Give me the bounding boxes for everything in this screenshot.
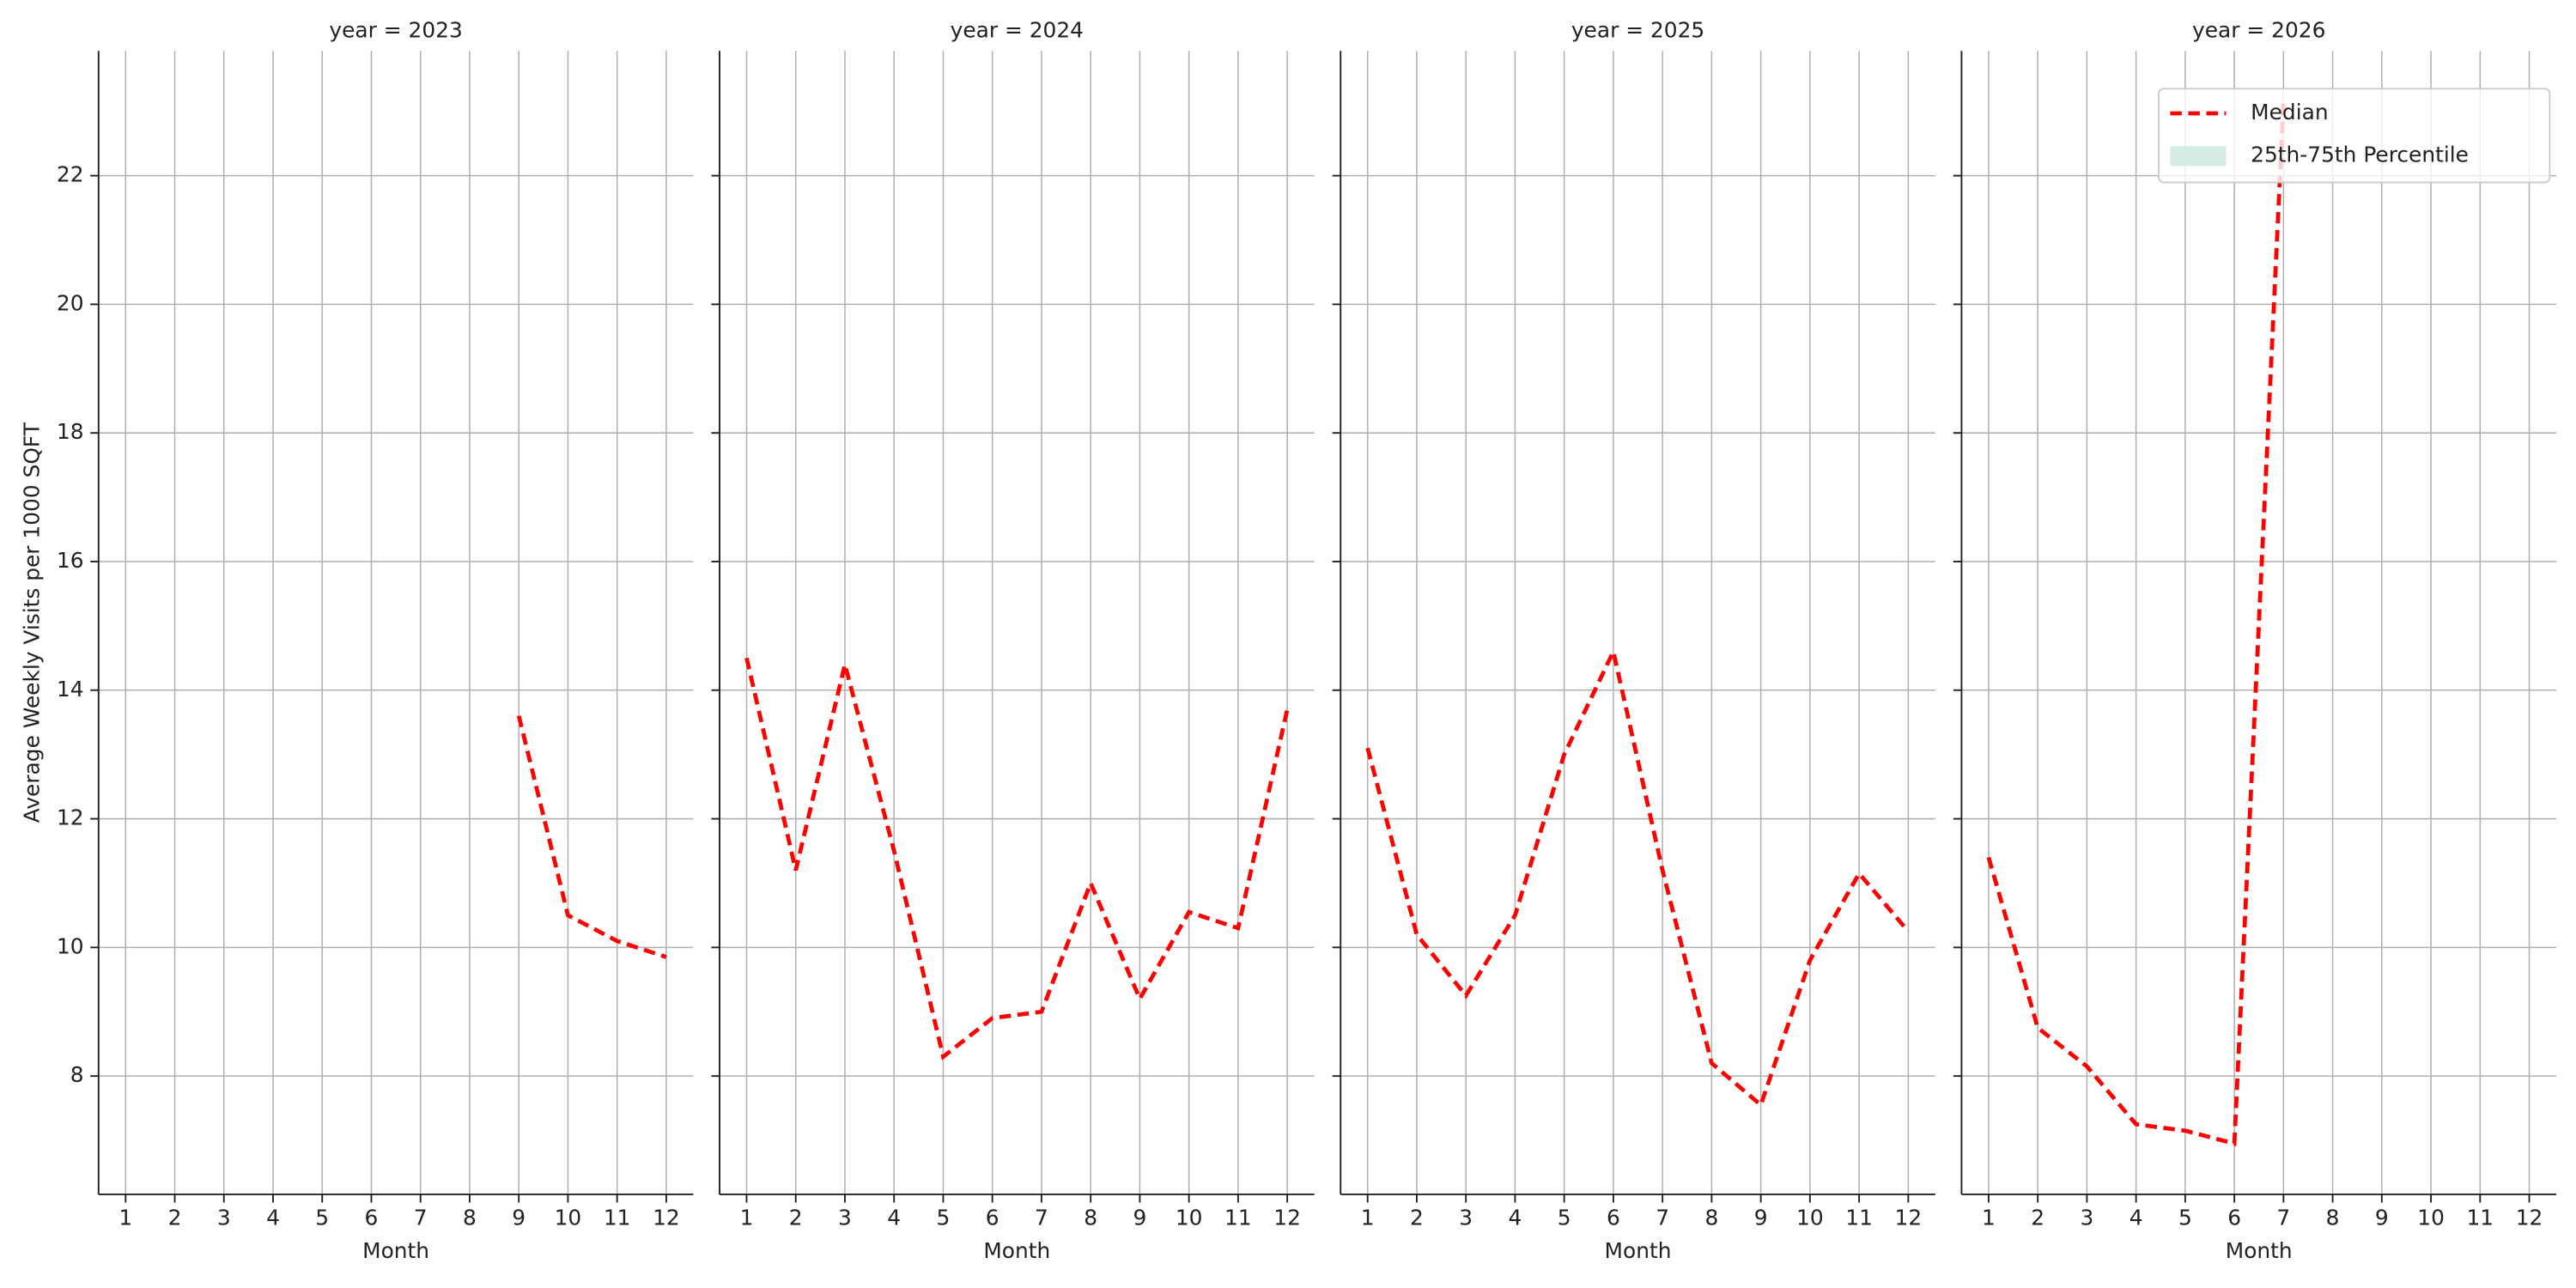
y-axis-label: Average Weekly Visits per 1000 SQFT	[19, 422, 44, 823]
legend: Median 25th-75th Percentile	[2158, 88, 2551, 184]
x-tick-label: 11	[604, 1206, 631, 1230]
x-tick-label: 2	[1410, 1206, 1424, 1230]
x-tick-label: 8	[1704, 1206, 1718, 1230]
x-tick-label: 11	[2466, 1206, 2494, 1230]
x-tick-label: 10	[2417, 1206, 2445, 1230]
x-axis-label: Month	[2226, 1238, 2293, 1263]
legend-swatch	[2170, 146, 2227, 167]
y-tick-label: 20	[57, 290, 84, 315]
x-tick-label: 3	[2080, 1206, 2093, 1230]
x-tick-label: 9	[2375, 1206, 2389, 1230]
x-axis-label: Month	[362, 1238, 429, 1263]
x-tick-label: 9	[1133, 1206, 1146, 1230]
x-tick-label: 7	[1656, 1206, 1669, 1230]
x-axis-label: Month	[983, 1238, 1050, 1263]
legend-label: 25th-75th Percentile	[2251, 143, 2469, 167]
x-tick-label: 8	[463, 1206, 477, 1230]
median-line	[1986, 101, 2286, 1146]
x-tick-label: 12	[1895, 1206, 1923, 1230]
x-tick-label: 12	[2516, 1206, 2543, 1230]
x-tick-label: 6	[2227, 1206, 2241, 1230]
legend-label: Median	[2251, 100, 2328, 125]
x-tick-label: 2	[2031, 1206, 2044, 1230]
x-axis-label: Month	[1605, 1238, 1672, 1263]
x-tick-label: 3	[838, 1206, 852, 1230]
x-tick-label: 5	[1558, 1206, 1571, 1230]
x-tick-label: 2	[168, 1206, 182, 1230]
x-tick-label: 10	[555, 1206, 582, 1230]
x-tick-label: 12	[653, 1206, 680, 1230]
x-tick-label: 6	[365, 1206, 379, 1230]
x-tick-label: 11	[1845, 1206, 1873, 1230]
x-tick-label: 1	[1361, 1206, 1375, 1230]
x-tick-label: 3	[217, 1206, 231, 1230]
y-tick-label: 10	[57, 933, 84, 958]
y-tick-label: 12	[57, 805, 84, 830]
y-tick-label: 16	[57, 548, 84, 573]
x-tick-label: 3	[1459, 1206, 1473, 1230]
x-tick-label: 1	[1982, 1206, 1996, 1230]
x-tick-label: 5	[315, 1206, 329, 1230]
x-tick-label: 9	[512, 1206, 526, 1230]
y-tick-label: 18	[57, 419, 84, 444]
x-tick-label: 6	[1607, 1206, 1620, 1230]
x-tick-label: 4	[887, 1206, 901, 1230]
x-tick-label: 4	[2129, 1206, 2143, 1230]
x-tick-label: 4	[1509, 1206, 1522, 1230]
legend-box	[2158, 88, 2551, 184]
panel-title: year = 2023	[329, 17, 462, 42]
x-tick-label: 7	[2276, 1206, 2290, 1230]
x-tick-label: 6	[986, 1206, 999, 1230]
x-tick-label: 7	[1035, 1206, 1048, 1230]
x-tick-label: 1	[740, 1206, 754, 1230]
panel-title: year = 2025	[1571, 17, 1704, 42]
y-tick-label: 8	[70, 1062, 84, 1087]
x-tick-label: 10	[1176, 1206, 1203, 1230]
panel-title: year = 2026	[2192, 17, 2325, 42]
median-line	[1365, 645, 1911, 1109]
x-tick-label: 10	[1796, 1206, 1824, 1230]
x-tick-label: 2	[789, 1206, 803, 1230]
median-line	[744, 657, 1290, 1060]
x-tick-label: 7	[414, 1206, 428, 1230]
y-tick-label: 22	[57, 162, 84, 187]
x-tick-label: 8	[2326, 1206, 2340, 1230]
x-tick-label: 12	[1273, 1206, 1301, 1230]
x-tick-label: 4	[266, 1206, 280, 1230]
median-line	[516, 715, 667, 959]
x-tick-label: 8	[1084, 1206, 1097, 1230]
panel-title: year = 2024	[951, 17, 1084, 42]
x-tick-label: 5	[2178, 1206, 2192, 1230]
x-tick-label: 1	[118, 1206, 132, 1230]
x-tick-label: 5	[937, 1206, 951, 1230]
x-tick-label: 9	[1754, 1206, 1768, 1230]
x-tick-label: 11	[1224, 1206, 1252, 1230]
y-tick-label: 14	[57, 677, 84, 702]
